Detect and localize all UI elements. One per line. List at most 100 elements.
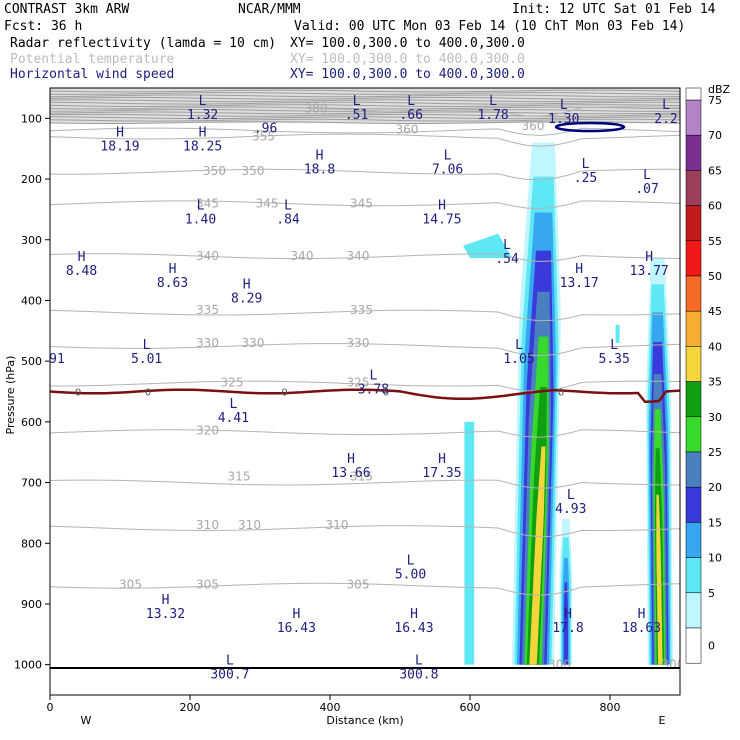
colorbar-swatch-5	[685, 592, 702, 629]
extremum-high-marker: H	[564, 607, 572, 622]
colorbar-tick-45: 45	[708, 305, 722, 318]
extremum-low-marker: L	[415, 654, 423, 669]
extremum-low-marker: L	[353, 94, 361, 109]
valid-time: Valid: 00 UTC Mon 03 Feb 14 (10 ChT Mon …	[294, 19, 685, 34]
extremum-low-marker: L	[444, 149, 452, 164]
extremum-high-marker: H	[410, 607, 418, 622]
theta-label: 355	[252, 130, 275, 144]
extremum-value: .66	[399, 108, 422, 123]
extremum-value: 13.17	[560, 276, 599, 291]
colorbar-tick-10: 10	[708, 552, 722, 565]
extremum-value: 1.30	[548, 112, 579, 127]
band-contour	[50, 108, 680, 112]
band-contour	[50, 101, 680, 105]
extremum-value: 18.19	[100, 140, 139, 155]
extremum-value: 3.78	[358, 382, 389, 397]
theta-contour-345	[50, 200, 680, 210]
extremum-value: .25	[574, 171, 597, 186]
theta-label: 315	[228, 469, 251, 483]
theta-label: 340	[196, 249, 219, 263]
extremum-low-marker: L	[226, 654, 234, 669]
colorbar-swatch-0	[685, 627, 702, 664]
colorbar-tick-35: 35	[708, 376, 722, 389]
theta-label: 325	[347, 375, 370, 389]
extremum-value: 1.32	[187, 108, 218, 123]
y-tick-label: 800	[21, 537, 42, 550]
colorbar-unit: dBZ	[708, 83, 731, 96]
freezing-level-label: 0	[558, 388, 564, 399]
x-tick-label: 400	[320, 701, 341, 714]
extremum-high-marker: H	[199, 126, 207, 141]
west-label: W	[81, 714, 92, 727]
colorbar-tick-0: 0	[708, 640, 715, 653]
colorbar-swatch-55	[685, 240, 702, 277]
y-tick-label: 200	[21, 173, 42, 186]
extremum-value: 4.93	[555, 502, 586, 517]
extremum-low-marker: L	[582, 157, 590, 172]
colorbar-swatch-45	[685, 310, 702, 347]
theta-label: 305	[119, 578, 142, 592]
extremum-value: 8.63	[157, 276, 188, 291]
band-contour	[50, 121, 680, 124]
freezing-level-label: 0	[281, 388, 287, 399]
theta-label: 380	[305, 102, 328, 116]
band-contour	[50, 94, 680, 98]
y-tick-label: 300	[21, 234, 42, 247]
colorbar-swatch-65	[685, 170, 702, 206]
east-cell-level-40	[656, 494, 663, 665]
colorbar-tick-65: 65	[708, 164, 722, 177]
x-tick-label: 600	[460, 701, 481, 714]
theta-contour-350	[50, 168, 680, 181]
source-label: NCAR/MMM	[238, 2, 301, 17]
theta-label: 360	[396, 122, 419, 136]
main-cell-level-40	[529, 446, 546, 665]
extremum-high-marker: H	[169, 262, 177, 277]
extremum-low-marker: L	[489, 94, 497, 109]
y-tick-label: 600	[21, 416, 42, 429]
colorbar-tick-25: 25	[708, 446, 722, 459]
extremum-high-marker: H	[292, 607, 300, 622]
field-reflectivity-name: Radar reflectivity (lamda = 10 cm)	[10, 36, 276, 51]
extremum-value: 17.8	[552, 621, 583, 636]
colorbar-swatch-75	[685, 99, 702, 136]
extremum-high-marker: H	[347, 452, 355, 467]
theta-label: 310	[238, 518, 261, 532]
theta-contour-335	[50, 309, 680, 322]
band-contour	[50, 116, 680, 120]
theta-contour-380	[50, 106, 680, 117]
colorbar-tick-50: 50	[708, 270, 722, 283]
field-reflectivity-xy: XY= 100.0,300.0 to 400.0,300.0	[290, 36, 525, 51]
y-tick-label: 100	[21, 112, 42, 125]
extremum-low-marker: L	[229, 397, 237, 412]
stratosphere-band	[50, 88, 680, 124]
y-axis-label: Pressure (hPa)	[4, 356, 17, 435]
theta-label: 335	[350, 303, 373, 317]
field-theta-name: Potential temperature	[10, 52, 175, 67]
extremum-value: 5.01	[131, 352, 162, 367]
theta-label: 330	[347, 336, 370, 350]
theta-contour-315	[50, 479, 680, 489]
freezing-level-label: 0	[383, 388, 389, 399]
extremum-value: 14.75	[422, 212, 461, 227]
extremum-high-marker: H	[162, 593, 170, 608]
extremum-value: 4.41	[218, 411, 249, 426]
x-axis-label: Distance (km)	[326, 714, 403, 727]
theta-label: 340	[291, 249, 314, 263]
extremum-value: 5.35	[599, 352, 630, 367]
x-axis: 0 200 400 600 800	[47, 695, 621, 714]
y-tick-label: 900	[21, 598, 42, 611]
theta-label: 310	[196, 518, 219, 532]
extremum-high-marker: H	[316, 149, 324, 164]
extremum-high-marker: H	[116, 126, 124, 141]
y-tick-label: 700	[21, 477, 42, 490]
extremum-value: 8.48	[66, 264, 97, 279]
extremum-value: .96	[254, 121, 277, 136]
extremum-low-marker: L	[503, 238, 511, 253]
reflectivity-shading	[463, 142, 673, 665]
colorbar-swatch-20	[685, 486, 702, 523]
band-contour	[50, 118, 680, 122]
extremum-value: 8.29	[231, 291, 262, 306]
x-tick-label: 200	[180, 701, 201, 714]
theta-label: 345	[256, 196, 279, 210]
band-contour	[50, 96, 680, 100]
